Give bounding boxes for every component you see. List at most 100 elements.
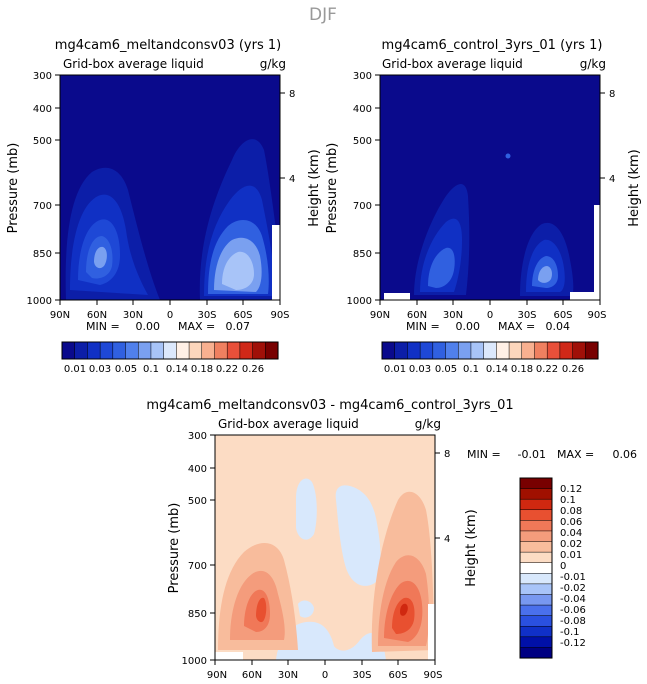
x-tick-label: 90S [270, 310, 289, 321]
colorbar-cell [470, 341, 485, 360]
y-tick-label: 850 [188, 609, 207, 620]
colorbar-cell [519, 551, 553, 564]
max-label: MAX = [498, 320, 535, 333]
contour-pos-band-4 [256, 597, 267, 623]
colorbar-label: 0 [560, 561, 566, 572]
colorbar-cell [572, 341, 586, 360]
colorbar-cell [519, 583, 553, 596]
colorbar-label: 0.05 [435, 364, 457, 375]
panel-1-axes: 90N 60N 30N 0 30S 60S 90S 300 400 500 70… [6, 71, 322, 333]
contour-neg-band-1 [296, 478, 317, 540]
panel-3-axes: 90N 60N 30N 0 30S 60S 90S 300 400 500 70… [167, 431, 637, 681]
panel-3-units: g/kg [415, 417, 441, 431]
colorbar-cell [394, 341, 408, 360]
colorbar-cell [519, 477, 553, 490]
colorbar-label: 0.01 [384, 364, 406, 375]
min-value: 0.00 [456, 320, 481, 333]
colorbar-cell [496, 341, 510, 360]
panel-2-plot [379, 74, 601, 301]
colorbar-label: 0.18 [191, 364, 213, 375]
panel-3-plot [214, 434, 436, 661]
colorbar-cell [519, 573, 553, 585]
panel-1-subtitle: Grid-box average liquid [63, 57, 204, 71]
right-tick-label: 4 [289, 174, 295, 185]
x-tick-label: 30N [278, 670, 298, 681]
colorbar-label: 0.06 [560, 517, 582, 528]
colorbar-cell [445, 341, 459, 360]
colorbar-cell [252, 341, 266, 360]
colorbar-cell [176, 341, 190, 360]
colorbar-cell [519, 604, 553, 617]
colorbar-cell [265, 341, 279, 360]
x-tick-label: 0 [487, 310, 493, 321]
colorbar-label: 0.08 [560, 506, 582, 517]
panel-1-units: g/kg [260, 57, 286, 71]
colorbar-label: 0.1 [143, 364, 159, 375]
colorbar-label: -0.06 [560, 605, 586, 616]
colorbar-cell [381, 341, 396, 360]
y-tick-label: 300 [188, 431, 207, 442]
colorbar-cell [226, 341, 241, 360]
colorbar-label: 0.01 [560, 550, 582, 561]
colorbar-cell [137, 341, 152, 360]
x-tick-label: 30S [352, 670, 371, 681]
colorbar-2: 0.01 0.03 0.05 0.1 0.14 0.18 0.22 0.26 [381, 341, 599, 375]
figure-title: DJF [309, 5, 337, 25]
panel-1-plot [59, 74, 281, 301]
y-tick-label: 1000 [182, 656, 207, 667]
colorbar-cell [214, 341, 228, 360]
contour-band-level-5 [94, 246, 107, 269]
right-tick-label: 8 [289, 89, 295, 100]
colorbar-label: -0.12 [560, 638, 586, 649]
missing-data-mask-3a [215, 652, 243, 660]
colorbar-cell [150, 341, 165, 360]
missing-data-mask-3b [428, 604, 435, 660]
colorbar-frame [519, 477, 553, 659]
colorbar-cell [519, 530, 553, 543]
colorbar-label: 0.03 [89, 364, 111, 375]
colorbar-cell [188, 341, 203, 360]
colorbar-cell [519, 509, 553, 521]
colorbar-label: 0.26 [242, 364, 264, 375]
colorbar-cell [508, 341, 523, 360]
colorbar-cell [521, 341, 536, 360]
colorbar-cell [61, 341, 76, 360]
colorbar-cell [163, 341, 177, 360]
panel-3-title: mg4cam6_meltandconsv03 - mg4cam6_control… [146, 398, 513, 413]
y-tick-label: 300 [33, 71, 52, 82]
contour-speck [505, 153, 511, 159]
x-tick-label: 90S [587, 310, 606, 321]
missing-data-mask-2b [384, 293, 410, 300]
y-tick-label: 1000 [27, 296, 52, 307]
colorbar-cell [546, 341, 561, 360]
max-value: 0.07 [226, 320, 251, 333]
x-tick-label: 60S [233, 310, 252, 321]
contour-band-level-4b [538, 266, 552, 283]
x-tick-label: 60N [242, 670, 262, 681]
contour-pos-band-4b [392, 597, 415, 634]
panel-3-subtitle: Grid-box average liquid [218, 417, 359, 431]
contour-neg-band-5 [298, 600, 314, 618]
colorbar-cell [519, 488, 553, 500]
y-tick-label: 400 [33, 104, 52, 115]
contour-neg-band-2 [335, 485, 381, 586]
y-tick-label: 850 [33, 249, 52, 260]
colorbar-cell [519, 625, 553, 638]
x-tick-label: 90N [370, 310, 390, 321]
colorbar-cell [519, 615, 553, 627]
x-tick-label: 30N [443, 310, 463, 321]
colorbar-label: 0.12 [560, 484, 582, 495]
y-tick-label: 500 [33, 136, 52, 147]
colorbar-label: 0.02 [560, 539, 582, 550]
y-axis-label-right: Height (km) [307, 149, 322, 226]
x-tick-label: 60S [388, 670, 407, 681]
colorbar-label: 0.04 [560, 528, 582, 539]
contour-pos-band-5b [400, 603, 408, 616]
colorbar-cell [99, 341, 114, 360]
colorbar-label: 0.14 [486, 364, 508, 375]
colorbar-cell [519, 520, 553, 532]
colorbar-cell [74, 341, 88, 360]
panel-3: mg4cam6_meltandconsv03 - mg4cam6_control… [146, 398, 637, 681]
right-tick-label: 8 [609, 89, 615, 100]
